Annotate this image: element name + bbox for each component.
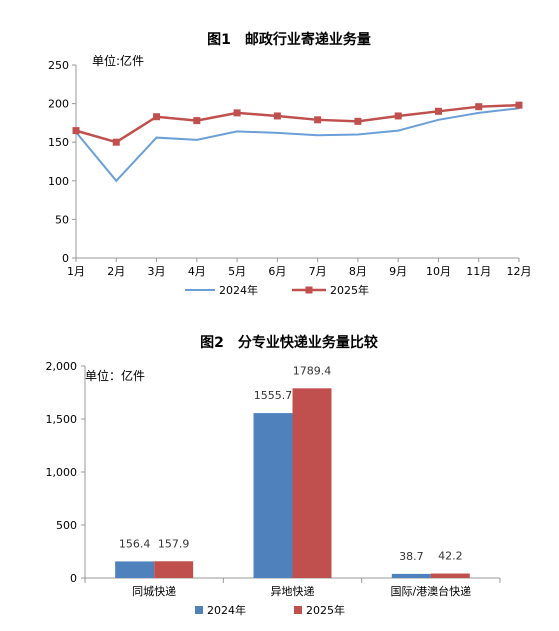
- chart1-series-2-point: [394, 112, 402, 120]
- chart1-x-tick-label: 1月: [67, 265, 85, 278]
- chart1-series-1-point: [276, 132, 279, 134]
- chart1-y-tick-label: 150: [48, 136, 69, 149]
- chart2-data-label: 157.9: [158, 537, 190, 550]
- chart1-series-1-point: [236, 130, 238, 133]
- chart1-series-1-point: [155, 136, 158, 139]
- chart1-series-2-point: [193, 117, 201, 125]
- chart2-bar-2: [430, 573, 470, 578]
- chart2-legend-label-2024: 2024年: [207, 603, 246, 617]
- chart1-legend-marker-2025: [305, 286, 313, 294]
- chart2-y-tick-label: 1,500: [46, 413, 78, 426]
- chart1-x-tick-label: 4月: [188, 265, 206, 278]
- chart1-x-tick-label: 7月: [309, 265, 327, 278]
- chart2-bar-2: [292, 388, 332, 578]
- chart2-y-tick-label: 2,000: [46, 360, 78, 373]
- chart1-series-2-point: [515, 101, 523, 109]
- chart1-series-2-point: [72, 127, 80, 135]
- chart1-x-tick-label: 2月: [107, 265, 125, 278]
- chart2-data-label: 42.2: [438, 550, 463, 563]
- chart1-plot: 0 50 100 150 200 250 1月 2月 3月 4月 5月 6月 7月 8月 9月 10月 11月 1…: [48, 59, 532, 297]
- chart2-data-label: 1789.4: [293, 364, 332, 377]
- chart2-legend-label-2025: 2025年: [306, 603, 345, 617]
- chart2-y-tick-label: 0: [70, 572, 77, 585]
- chart2-title: 图2 分专业快递业务量比较: [200, 334, 378, 351]
- chart2-x-tick-label: 异地快递: [271, 584, 315, 598]
- chart1-unit-label: 单位:亿件: [92, 53, 144, 68]
- chart2-bar-2: [154, 561, 194, 578]
- chart2-data-label: 1555.7: [254, 389, 293, 402]
- chart1-x-tick-label: 6月: [268, 265, 286, 278]
- chart1-x-tick-label: 10月: [426, 265, 451, 278]
- chart2-bar-1: [115, 561, 155, 578]
- chart1-x-tick-label: 11月: [466, 265, 491, 278]
- chart1-title: 图1 邮政行业寄递业务量: [207, 31, 371, 48]
- chart2-unit-label: 单位：亿件: [85, 368, 145, 383]
- chart1-x-tick-label: 9月: [389, 265, 407, 278]
- chart1-series-2-point: [233, 109, 241, 117]
- chart1-series-2-point: [314, 116, 322, 124]
- chart1-series-1-point: [437, 119, 440, 121]
- chart2-bar-1: [253, 413, 293, 578]
- chart1-x-tick-label: 12月: [507, 265, 532, 278]
- chart1-series-2-point: [475, 103, 483, 111]
- chart1-series-1-point: [397, 129, 399, 132]
- chart1-x-tick-label: 8月: [349, 265, 367, 278]
- chart1-y-tick-label: 250: [48, 59, 69, 72]
- chart1-legend-label-2024: 2024年: [219, 283, 258, 297]
- chart2-data-label: 38.7: [399, 550, 424, 563]
- chart2-legend-swatch-2024: [195, 606, 203, 614]
- chart2-x-tick-label: 同城快递: [132, 584, 176, 598]
- chart1-series-1-point: [196, 139, 198, 141]
- chart1-series-2-point: [112, 138, 120, 146]
- chart2-y-tick-label: 500: [56, 519, 77, 532]
- chart2-x-tick-label: 国际/港澳台快递: [390, 584, 471, 598]
- chart2-data-label: 156.4: [119, 537, 151, 550]
- chart1-series-1-point: [316, 134, 319, 137]
- chart1-series-1-point: [115, 180, 118, 182]
- chart1-series-2-point: [354, 117, 362, 125]
- chart1-series-2-line: [75, 103, 520, 144]
- chart1-legend-label-2025: 2025年: [330, 283, 369, 297]
- chart1-x-tick-label: 5月: [228, 265, 246, 278]
- chart1-y-tick-label: 50: [55, 213, 69, 226]
- chart1-y-tick-label: 200: [48, 98, 69, 111]
- chart1-x-tick-label: 3月: [148, 265, 166, 278]
- chart2-bar-1: [391, 573, 431, 578]
- chart1-y-tick-label: 0: [62, 252, 69, 265]
- chart2-y-tick-label: 1,000: [46, 466, 78, 479]
- chart2-plot: 0 500 1,000 1,500 2,000 同城快递 156.4 157.9 异地快递 155…: [46, 360, 501, 617]
- chart1-series-2-point: [434, 107, 442, 115]
- chart1-series-2-point: [273, 112, 281, 120]
- chart1-series-1-point: [477, 112, 480, 114]
- chart1-series-2-point: [153, 113, 161, 121]
- chart1-y-tick-label: 100: [48, 175, 69, 188]
- chart1-series-1-point: [357, 133, 359, 136]
- chart1-series-1-line: [75, 107, 520, 183]
- chart2-legend-swatch-2025: [294, 606, 302, 614]
